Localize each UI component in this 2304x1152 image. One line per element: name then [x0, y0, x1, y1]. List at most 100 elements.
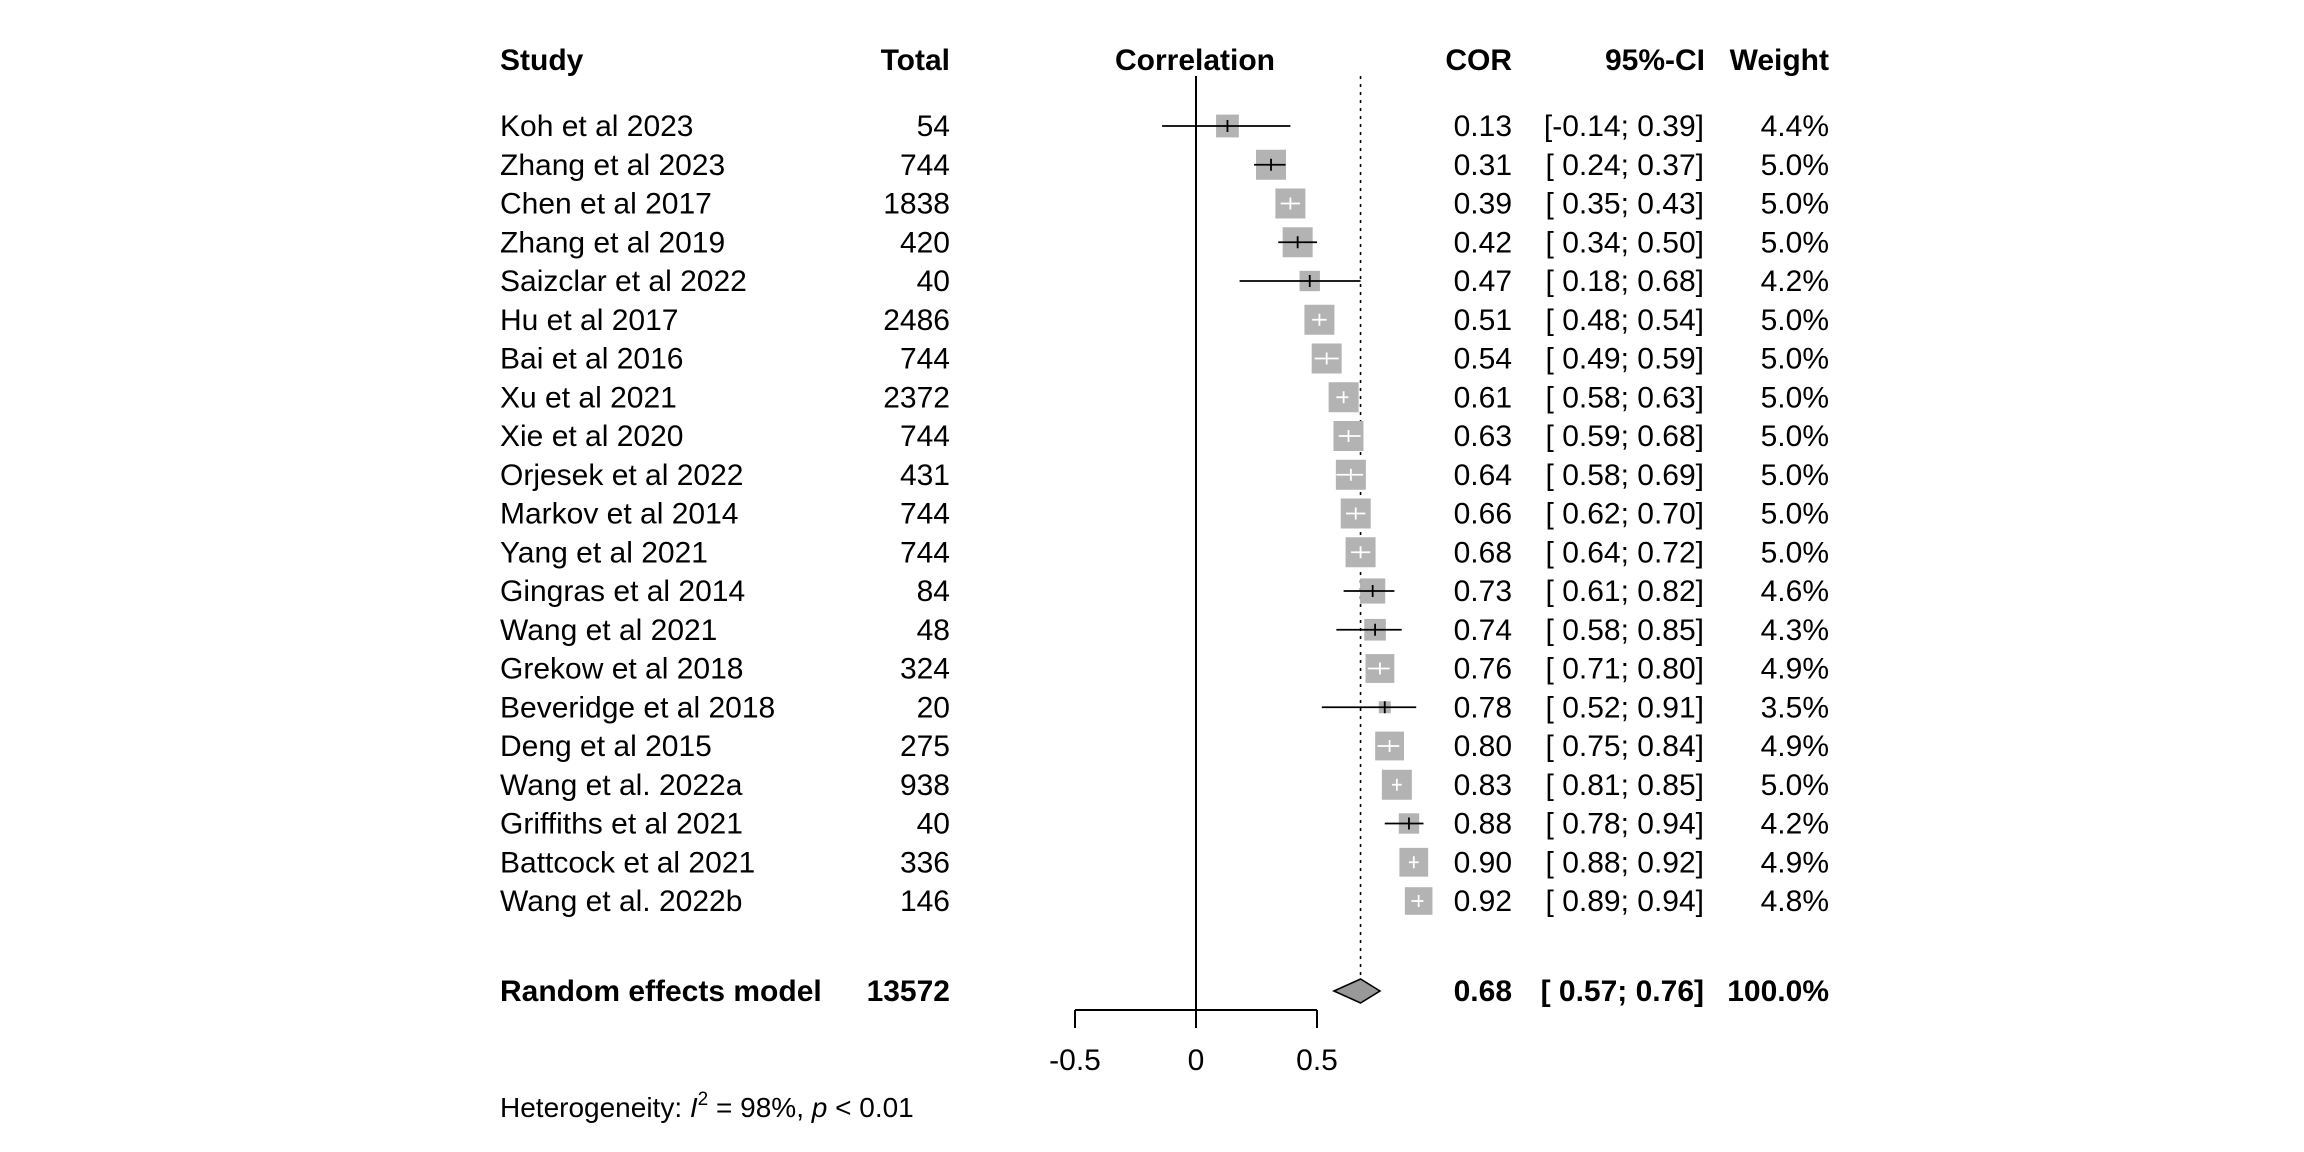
study-row: Xie et al 2020 744 0.63 [ 0.59; 0.68] 5.0%: [500, 420, 1829, 453]
header-total: Total: [881, 44, 950, 77]
study-total: 420: [900, 226, 950, 259]
header-study: Study: [500, 44, 584, 77]
study-estimate: 0.42: [1454, 226, 1512, 259]
pooled-total: 13572: [867, 975, 950, 1008]
study-ci: [ 0.58; 0.63]: [1546, 381, 1704, 414]
study-total: 40: [917, 265, 950, 298]
study-total: 54: [917, 110, 950, 143]
study-estimate: 0.80: [1454, 730, 1512, 763]
heterogeneity-i-superscript: 2: [698, 1089, 709, 1110]
study-row: Deng et al 2015 275 0.80 [ 0.75; 0.84] 4.9%: [500, 730, 1829, 763]
pooled-estimate: 0.68: [1454, 975, 1512, 1008]
study-row: Saizclar et al 2022 40 0.47 [ 0.18; 0.68] 4.…: [500, 265, 1829, 298]
study-name: Chen et al 2017: [500, 188, 712, 221]
study-name: Grekow et al 2018: [500, 653, 743, 686]
study-ci: [ 0.52; 0.91]: [1546, 691, 1704, 724]
study-name: Yang et al 2021: [500, 536, 708, 569]
study-total: 48: [917, 614, 950, 647]
study-ci: [-0.14; 0.39]: [1544, 110, 1704, 143]
study-estimate: 0.83: [1454, 769, 1512, 802]
study-row: Wang et al 2021 48 0.74 [ 0.58; 0.85] 4.3%: [500, 614, 1829, 647]
study-total: 744: [900, 343, 950, 376]
study-weight: 5.0%: [1761, 536, 1829, 569]
pooled-ci: [ 0.57; 0.76]: [1541, 975, 1704, 1008]
study-weight: 5.0%: [1761, 149, 1829, 182]
pooled-label: Random effects model: [500, 975, 822, 1008]
study-row: Yang et al 2021 744 0.68 [ 0.64; 0.72] 5.0%: [500, 536, 1829, 569]
study-weight: 5.0%: [1761, 420, 1829, 453]
study-row: Xu et al 2021 2372 0.61 [ 0.58; 0.63] 5.0%: [500, 381, 1829, 414]
study-row: Orjesek et al 2022 431 0.64 [ 0.58; 0.69] 5.…: [500, 459, 1829, 492]
study-estimate: 0.88: [1454, 808, 1512, 841]
study-row: Markov et al 2014 744 0.66 [ 0.62; 0.70] 5.0…: [500, 498, 1829, 531]
column-headers: Study Total Correlation COR 95%-CI Weigh…: [500, 44, 1829, 77]
heterogeneity-p-symbol: p: [811, 1092, 828, 1123]
study-rows: Koh et al 2023 54 0.13 [-0.14; 0.39] 4.4% Zha…: [500, 110, 1829, 918]
study-name: Orjesek et al 2022: [500, 459, 743, 492]
heterogeneity-p-value: < 0.01: [827, 1092, 913, 1123]
study-name: Hu et al 2017: [500, 304, 678, 337]
study-total: 744: [900, 420, 950, 453]
study-weight: 5.0%: [1761, 459, 1829, 492]
study-name: Koh et al 2023: [500, 110, 694, 143]
study-weight: 5.0%: [1761, 188, 1829, 221]
study-weight: 4.6%: [1761, 575, 1829, 608]
pooled-diamond: [1331, 978, 1382, 1004]
study-total: 275: [900, 730, 950, 763]
study-ci: [ 0.88; 0.92]: [1546, 846, 1704, 879]
study-weight: 4.9%: [1761, 846, 1829, 879]
study-total: 336: [900, 846, 950, 879]
x-tick-label: 0: [1188, 1044, 1205, 1077]
study-ci: [ 0.18; 0.68]: [1546, 265, 1704, 298]
study-ci: [ 0.34; 0.50]: [1546, 226, 1704, 259]
study-ci: [ 0.78; 0.94]: [1546, 808, 1704, 841]
study-total: 431: [900, 459, 950, 492]
study-total: 84: [917, 575, 950, 608]
study-weight: 3.5%: [1761, 691, 1829, 724]
study-ci: [ 0.62; 0.70]: [1546, 498, 1704, 531]
study-ci: [ 0.49; 0.59]: [1546, 343, 1704, 376]
study-weight: 4.9%: [1761, 730, 1829, 763]
study-ci: [ 0.59; 0.68]: [1546, 420, 1704, 453]
study-estimate: 0.92: [1454, 885, 1512, 918]
study-estimate: 0.47: [1454, 265, 1512, 298]
study-row: Wang et al. 2022b 146 0.92 [ 0.89; 0.94] 4.8…: [500, 885, 1829, 918]
study-weight: 5.0%: [1761, 769, 1829, 802]
study-estimate: 0.61: [1454, 381, 1512, 414]
study-ci: [ 0.75; 0.84]: [1546, 730, 1704, 763]
heterogeneity-i-value: = 98%,: [708, 1092, 812, 1123]
study-row: Bai et al 2016 744 0.54 [ 0.49; 0.59] 5.0%: [500, 343, 1829, 376]
study-estimate: 0.31: [1454, 149, 1512, 182]
study-weight: 5.0%: [1761, 381, 1829, 414]
heterogeneity-note: Heterogeneity: I2 = 98%, p < 0.01: [500, 1089, 914, 1123]
study-total: 2486: [883, 304, 950, 337]
study-total: 40: [917, 808, 950, 841]
study-ci: [ 0.35; 0.43]: [1546, 188, 1704, 221]
study-row: Battcock et al 2021 336 0.90 [ 0.88; 0.92] 4…: [500, 846, 1829, 879]
study-name: Gingras et al 2014: [500, 575, 745, 608]
study-estimate: 0.54: [1454, 343, 1512, 376]
study-estimate: 0.68: [1454, 536, 1512, 569]
header-ci: 95%-CI: [1605, 44, 1705, 77]
study-name: Xie et al 2020: [500, 420, 683, 453]
study-row: Gingras et al 2014 84 0.73 [ 0.61; 0.82] 4.6…: [500, 575, 1829, 608]
study-row: Hu et al 2017 2486 0.51 [ 0.48; 0.54] 5.0%: [500, 304, 1829, 337]
study-row: Wang et al. 2022a 938 0.83 [ 0.81; 0.85] 5.0…: [500, 769, 1829, 802]
study-row: Zhang et al 2023 744 0.31 [ 0.24; 0.37] 5.0%: [500, 149, 1829, 182]
study-weight: 4.4%: [1761, 110, 1829, 143]
study-ci: [ 0.61; 0.82]: [1546, 575, 1704, 608]
study-row: Chen et al 2017 1838 0.39 [ 0.35; 0.43] 5.0%: [500, 188, 1829, 221]
study-estimate: 0.73: [1454, 575, 1512, 608]
heterogeneity-i-symbol: I: [690, 1092, 698, 1123]
study-weight: 4.2%: [1761, 265, 1829, 298]
pooled-weight: 100.0%: [1727, 975, 1829, 1008]
study-weight: 4.8%: [1761, 885, 1829, 918]
study-ci: [ 0.81; 0.85]: [1546, 769, 1704, 802]
study-name: Deng et al 2015: [500, 730, 712, 763]
study-row: Griffiths et al 2021 40 0.88 [ 0.78; 0.94] 4…: [500, 808, 1829, 841]
study-row: Beveridge et al 2018 20 0.78 [ 0.52; 0.91] 3…: [500, 691, 1829, 724]
study-total: 1838: [883, 188, 950, 221]
study-row: Grekow et al 2018 324 0.76 [ 0.71; 0.80] 4.9…: [500, 653, 1829, 686]
study-row: Zhang et al 2019 420 0.42 [ 0.34; 0.50] 5.0%: [500, 226, 1829, 259]
study-ci: [ 0.64; 0.72]: [1546, 536, 1704, 569]
